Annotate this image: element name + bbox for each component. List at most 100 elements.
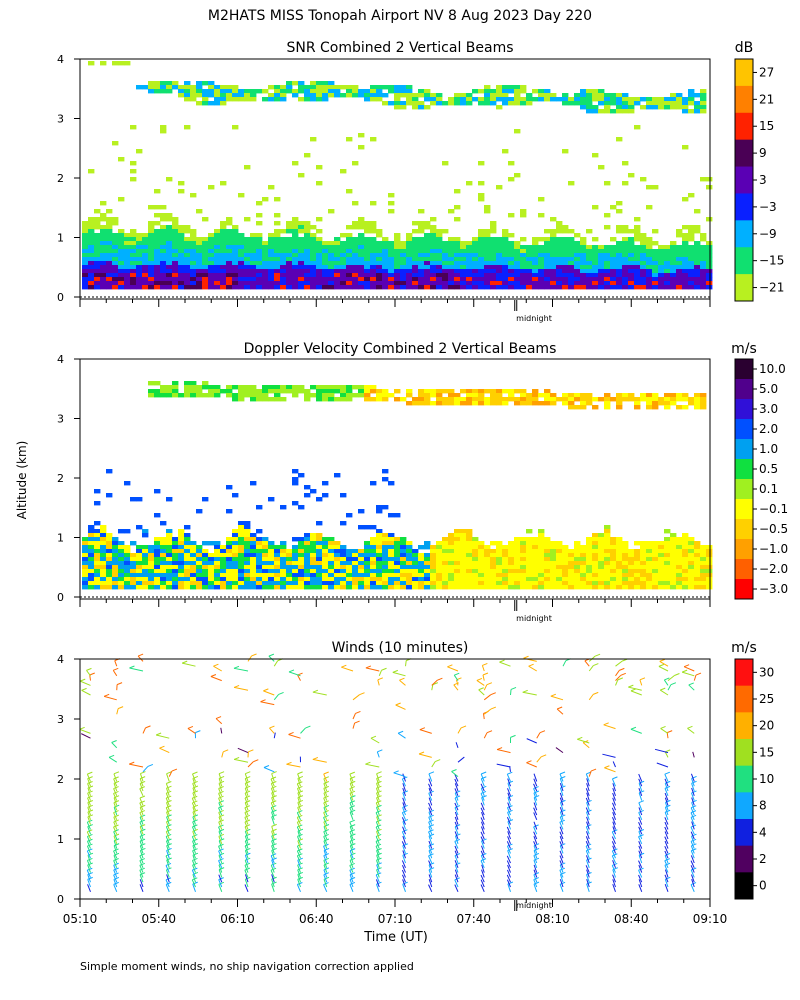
heatmap-cell (622, 585, 629, 590)
heatmap-cell (670, 101, 677, 106)
wind-barb-flag (349, 800, 356, 804)
heatmap-cell (484, 557, 491, 562)
heatmap-cell (478, 229, 485, 234)
wind-barb-flag (244, 790, 251, 794)
heatmap-cell (190, 237, 197, 242)
heatmap-cell (502, 397, 509, 402)
heatmap-cell (706, 185, 713, 190)
heatmap-cell (280, 97, 287, 102)
heatmap-cell (256, 261, 263, 266)
heatmap-cell (430, 581, 437, 586)
wind-barb (378, 670, 382, 676)
wind-barb (476, 680, 485, 686)
heatmap-cell (622, 269, 629, 274)
heatmap-cell (286, 249, 293, 254)
wind-barb-flag (192, 814, 198, 818)
heatmap-cell (430, 237, 437, 242)
heatmap-cell (382, 253, 389, 258)
heatmap-cell (628, 237, 635, 242)
heatmap-cell (406, 565, 413, 570)
heatmap-cell (664, 281, 671, 286)
heatmap-cell (442, 561, 449, 566)
heatmap-cell (502, 97, 509, 102)
wind-barb (139, 836, 144, 844)
heatmap-cell (346, 385, 353, 390)
heatmap-cell (280, 273, 287, 278)
heatmap-cell (214, 393, 221, 398)
heatmap-cell (256, 397, 263, 402)
heatmap-cell (118, 581, 125, 586)
heatmap-cell (124, 549, 131, 554)
heatmap-cell (508, 573, 515, 578)
wind-barb (559, 816, 564, 825)
heatmap-cell (376, 389, 383, 394)
heatmap-cell (190, 233, 197, 238)
heatmap-cell (610, 205, 617, 210)
heatmap-cell (454, 393, 461, 398)
heatmap-cell (358, 389, 365, 394)
heatmap-cell (490, 241, 497, 246)
heatmap-cell (136, 277, 143, 282)
heatmap-cell (262, 261, 269, 266)
heatmap-cell (232, 585, 239, 590)
wind-barb (586, 879, 590, 888)
heatmap-cell (700, 245, 707, 250)
heatmap-cell (346, 513, 353, 518)
heatmap-cell (292, 273, 299, 278)
heatmap-cell (340, 249, 347, 254)
heatmap-cell (616, 541, 623, 546)
wind-barb (428, 778, 433, 787)
heatmap-cell (610, 557, 617, 562)
heatmap-cell (568, 245, 575, 250)
heatmap-cell (448, 573, 455, 578)
heatmap-cell (376, 585, 383, 590)
heatmap-cell (532, 273, 539, 278)
wind-barb (481, 845, 485, 854)
heatmap-cell (700, 401, 707, 406)
wind-barb (349, 792, 354, 801)
heatmap-cell (274, 253, 281, 258)
heatmap-cell (484, 585, 491, 590)
wind-barb (638, 836, 643, 845)
heatmap-cell (178, 237, 185, 242)
heatmap-cell (442, 277, 449, 282)
heatmap-cell (160, 229, 167, 234)
wind-barb (113, 879, 118, 888)
figure-title: M2HATS MISS Tonopah Airport NV 8 Aug 202… (208, 8, 592, 24)
heatmap-cell (94, 529, 101, 534)
heatmap-cell (232, 85, 239, 90)
heatmap-cell (142, 549, 149, 554)
wind-barb-flag (533, 877, 539, 881)
heatmap-cell (196, 285, 203, 290)
heatmap-cell (298, 541, 305, 546)
heatmap-cell (598, 581, 605, 586)
heatmap-cell (208, 585, 215, 590)
winds-panel-title: Winds (10 minutes) (332, 640, 469, 656)
heatmap-cell (640, 249, 647, 254)
heatmap-cell (424, 221, 431, 226)
heatmap-cell (148, 233, 155, 238)
heatmap-cell (502, 545, 509, 550)
heatmap-cell (250, 573, 257, 578)
heatmap-cell (538, 537, 545, 542)
heatmap-cell (478, 577, 485, 582)
heatmap-cell (112, 557, 119, 562)
heatmap-cell (658, 585, 665, 590)
heatmap-cell (334, 265, 341, 270)
heatmap-cell (100, 573, 107, 578)
wind-barb (87, 874, 91, 883)
heatmap-cell (448, 401, 455, 406)
colorbar-label: −0.1 (759, 502, 788, 516)
heatmap-cell (322, 549, 329, 554)
heatmap-cell (364, 245, 371, 250)
heatmap-cell (466, 529, 473, 534)
heatmap-cell (634, 585, 641, 590)
heatmap-cell (496, 581, 503, 586)
heatmap-cell (646, 581, 653, 586)
heatmap-cell (166, 277, 173, 282)
heatmap-cell (382, 553, 389, 558)
heatmap-cell (196, 561, 203, 566)
heatmap-cell (184, 225, 191, 230)
heatmap-cell (82, 561, 89, 566)
heatmap-cell (694, 93, 701, 98)
